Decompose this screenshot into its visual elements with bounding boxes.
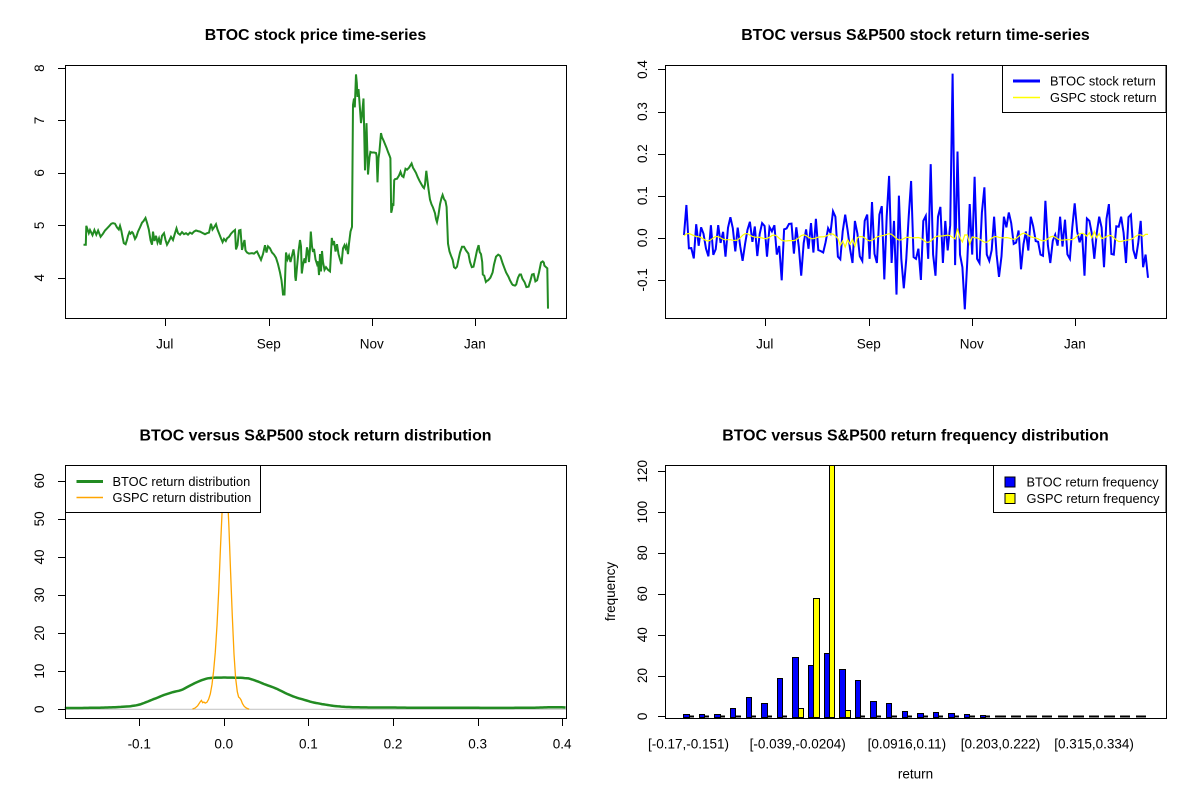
svg-text:80: 80 xyxy=(635,545,650,560)
svg-text:20: 20 xyxy=(32,626,47,641)
svg-text:GSPC stock return: GSPC stock return xyxy=(1050,90,1157,105)
svg-text:6: 6 xyxy=(32,169,47,177)
svg-text:40: 40 xyxy=(32,549,47,564)
svg-text:BTOC versus S&P500 return freq: BTOC versus S&P500 return frequency dist… xyxy=(722,428,1108,445)
svg-text:Jul: Jul xyxy=(756,337,773,352)
svg-text:120: 120 xyxy=(635,460,650,483)
svg-text:0.3: 0.3 xyxy=(635,102,650,121)
svg-text:0.0: 0.0 xyxy=(214,737,233,752)
svg-text:20: 20 xyxy=(635,668,650,683)
svg-text:BTOC return distribution: BTOC return distribution xyxy=(113,474,251,489)
svg-text:Jan: Jan xyxy=(464,337,486,352)
svg-text:BTOC versus S&P500 stock retur: BTOC versus S&P500 stock return distribu… xyxy=(139,428,491,445)
svg-text:40: 40 xyxy=(635,627,650,642)
svg-text:0.3: 0.3 xyxy=(468,737,487,752)
svg-text:5: 5 xyxy=(32,222,47,230)
svg-text:Nov: Nov xyxy=(360,337,384,352)
svg-text:4: 4 xyxy=(32,273,47,281)
svg-text:50: 50 xyxy=(32,511,47,526)
svg-text:Jul: Jul xyxy=(156,337,173,352)
svg-text:BTOC versus S&P500 stock retur: BTOC versus S&P500 stock return time-ser… xyxy=(741,27,1090,44)
svg-text:0.4: 0.4 xyxy=(635,60,650,79)
svg-text:BTOC stock price time-series: BTOC stock price time-series xyxy=(205,27,427,44)
svg-text:60: 60 xyxy=(635,586,650,601)
svg-text:frequency: frequency xyxy=(603,562,618,622)
svg-text:60: 60 xyxy=(32,473,47,488)
svg-text:100: 100 xyxy=(635,501,650,524)
svg-text:Nov: Nov xyxy=(960,337,984,352)
svg-text:0.2: 0.2 xyxy=(384,737,403,752)
svg-text:Sep: Sep xyxy=(257,337,281,352)
svg-text:30: 30 xyxy=(32,587,47,602)
svg-text:0: 0 xyxy=(32,705,47,713)
svg-text:0: 0 xyxy=(635,713,650,721)
svg-text:7: 7 xyxy=(32,117,47,125)
svg-text:[-0.039,-0.0204): [-0.039,-0.0204) xyxy=(750,737,846,752)
svg-text:[0.0916,0.11): [0.0916,0.11) xyxy=(868,737,947,752)
svg-text:0.2: 0.2 xyxy=(635,144,650,163)
svg-text:GSPC return distribution: GSPC return distribution xyxy=(113,490,252,505)
svg-text:GSPC return frequency: GSPC return frequency xyxy=(1027,491,1161,506)
svg-text:10: 10 xyxy=(32,664,47,679)
svg-text:[-0.17,-0.151): [-0.17,-0.151) xyxy=(648,737,729,752)
svg-text:-0.1: -0.1 xyxy=(635,268,650,291)
svg-text:BTOC return frequency: BTOC return frequency xyxy=(1027,475,1160,490)
svg-text:[0.203,0.222): [0.203,0.222) xyxy=(961,737,1041,752)
svg-text:[0.315,0.334): [0.315,0.334) xyxy=(1054,737,1134,752)
svg-text:BTOC stock return: BTOC stock return xyxy=(1050,74,1156,89)
svg-text:-0.1: -0.1 xyxy=(128,737,151,752)
svg-text:0.1: 0.1 xyxy=(299,737,318,752)
svg-text:Sep: Sep xyxy=(857,337,881,352)
svg-text:0.4: 0.4 xyxy=(553,737,572,752)
svg-text:0.1: 0.1 xyxy=(635,186,650,205)
svg-text:Jan: Jan xyxy=(1064,337,1086,352)
svg-text:0.0: 0.0 xyxy=(635,228,650,247)
svg-text:8: 8 xyxy=(32,64,47,72)
svg-text:return: return xyxy=(898,767,933,782)
